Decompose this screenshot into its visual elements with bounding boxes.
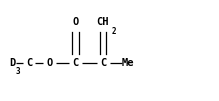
Text: C: C [26, 58, 33, 68]
Text: C: C [100, 58, 106, 68]
Text: C: C [72, 58, 79, 68]
Text: D: D [9, 58, 15, 68]
Text: Me: Me [122, 58, 134, 68]
Text: O: O [72, 17, 79, 27]
Text: 3: 3 [16, 67, 21, 76]
Text: CH: CH [97, 17, 109, 27]
Text: O: O [46, 58, 52, 68]
Text: 2: 2 [111, 27, 116, 36]
